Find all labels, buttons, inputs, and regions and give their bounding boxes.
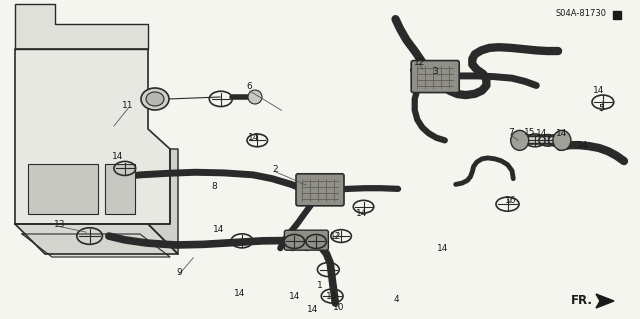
Text: 10: 10 — [333, 303, 345, 312]
Text: 14: 14 — [556, 130, 567, 138]
FancyBboxPatch shape — [613, 11, 621, 19]
Text: 14: 14 — [112, 152, 124, 161]
FancyBboxPatch shape — [284, 230, 328, 250]
Polygon shape — [596, 294, 614, 308]
Text: 3: 3 — [433, 67, 438, 76]
Text: 14: 14 — [213, 225, 225, 234]
Text: 14: 14 — [234, 289, 246, 298]
Text: 15: 15 — [524, 128, 536, 137]
FancyBboxPatch shape — [28, 164, 98, 214]
Polygon shape — [148, 149, 178, 254]
Polygon shape — [15, 4, 148, 49]
Text: 14: 14 — [593, 86, 604, 95]
Text: 14: 14 — [326, 292, 337, 301]
Text: 12: 12 — [413, 58, 425, 67]
Text: 9: 9 — [177, 268, 182, 277]
Ellipse shape — [248, 90, 262, 104]
FancyBboxPatch shape — [296, 174, 344, 206]
Text: 8: 8 — [212, 182, 217, 191]
Text: 12: 12 — [330, 232, 341, 241]
Ellipse shape — [285, 233, 300, 250]
FancyBboxPatch shape — [105, 164, 135, 214]
FancyBboxPatch shape — [412, 61, 460, 93]
Text: 11: 11 — [122, 101, 134, 110]
Text: 7: 7 — [508, 128, 513, 137]
Polygon shape — [15, 49, 170, 224]
Text: S04A-81730: S04A-81730 — [555, 10, 606, 19]
Text: 13: 13 — [54, 220, 65, 229]
Text: 14: 14 — [536, 130, 548, 138]
Text: 4: 4 — [394, 295, 399, 304]
Ellipse shape — [300, 233, 314, 250]
Text: 2: 2 — [273, 165, 278, 174]
Polygon shape — [15, 224, 178, 254]
Ellipse shape — [141, 88, 169, 110]
Text: 6: 6 — [247, 82, 252, 91]
Text: 14: 14 — [307, 305, 318, 314]
Ellipse shape — [146, 92, 164, 106]
Ellipse shape — [553, 130, 571, 150]
Ellipse shape — [511, 130, 529, 150]
Text: 14: 14 — [437, 244, 449, 253]
Text: 14: 14 — [356, 209, 367, 218]
Text: 14: 14 — [248, 133, 259, 142]
Text: FR.: FR. — [571, 294, 593, 308]
Polygon shape — [22, 234, 170, 257]
Text: 1: 1 — [317, 281, 323, 290]
Text: 14: 14 — [289, 292, 300, 301]
Text: 14: 14 — [577, 141, 588, 150]
Text: 16: 16 — [505, 197, 516, 205]
Text: 5: 5 — [599, 104, 604, 113]
